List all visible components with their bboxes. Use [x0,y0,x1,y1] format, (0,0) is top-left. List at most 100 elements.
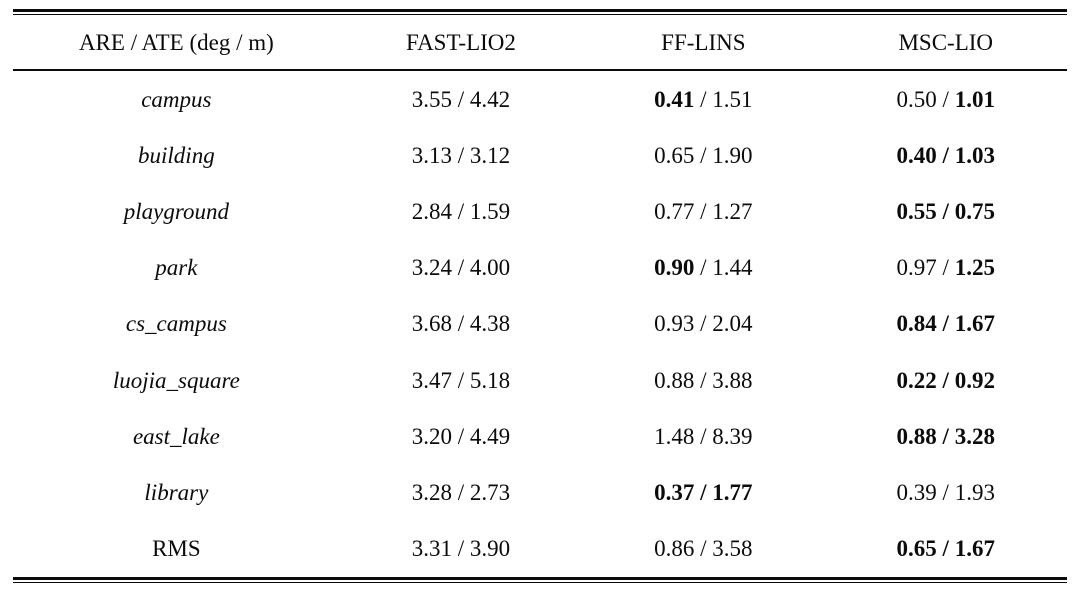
ate-value: 1.25 [954,255,995,281]
are-ate-cell: 0.65 / 1.90 [582,144,824,167]
table-row: campus 3.55 / 4.42 0.41 / 1.51 0.50 / 1.01 [13,71,1067,127]
slash-separator: / [451,479,470,505]
are-ate-cell: 3.24 / 4.00 [340,256,582,279]
header-separator-rule [13,69,1067,71]
are-ate-cell: 0.50 / 1.01 [825,88,1067,111]
are-ate-cell: 0.86 / 3.58 [582,537,824,560]
are-value: 0.37 [654,479,695,505]
slash-separator: / [694,423,713,449]
are-ate-cell: 0.97 / 1.25 [825,256,1067,279]
table-bottom-rule [13,576,1067,583]
ate-value: 0.92 [954,367,995,393]
slash-separator: / [694,142,713,168]
are-ate-cell: 0.93 / 2.04 [582,312,824,335]
table-row: building 3.13 / 3.12 0.65 / 1.90 0.40 / 1.0… [13,127,1067,183]
are-ate-cell: 0.90 / 1.44 [582,256,824,279]
ate-value: 1.67 [954,536,995,562]
are-value: 0.55 [896,198,937,224]
ate-value: 5.18 [469,367,511,393]
row-label: cs_campus [125,311,227,337]
are-ate-cell: 0.77 / 1.27 [582,200,824,223]
row-label: east_lake [132,423,220,449]
ate-value: 1.03 [954,142,995,168]
ate-value: 0.75 [954,198,995,224]
header-msc-lio: MSC-LIO [898,29,994,55]
are-value: 3.55 [411,86,452,112]
slash-separator: / [694,536,713,562]
are-value: 0.86 [654,536,695,562]
slash-separator: / [936,86,955,112]
ate-value: 1.51 [712,86,753,112]
ate-value: 1.44 [712,255,753,281]
are-value: 0.88 [896,423,937,449]
slash-separator: / [451,86,470,112]
ate-value: 1.90 [712,142,753,168]
are-ate-cell: 2.84 / 1.59 [340,200,582,223]
are-value: 2.84 [411,198,452,224]
table-row: luojia_square 3.47 / 5.18 0.88 / 3.88 0.22 … [13,352,1067,408]
are-value: 1.48 [654,423,695,449]
are-value: 3.47 [411,367,452,393]
ate-value: 4.00 [469,255,511,281]
ate-value: 1.93 [954,479,995,505]
are-value: 3.24 [411,255,452,281]
slash-separator: / [451,142,470,168]
table-row: cs_campus 3.68 / 4.38 0.93 / 2.04 0.84 / 1.… [13,296,1067,352]
are-value: 3.31 [411,536,452,562]
header-metric-label: ARE / ATE (deg / m) [78,29,274,55]
slash-separator: / [451,255,470,281]
are-ate-cell: 0.65 / 1.67 [825,537,1067,560]
slash-separator: / [936,142,955,168]
are-value: 3.20 [411,423,452,449]
slash-separator: / [451,367,470,393]
table-row: playground 2.84 / 1.59 0.77 / 1.27 0.55 / 0… [13,183,1067,239]
ate-value: 1.01 [954,86,995,112]
are-value: 0.93 [654,311,695,337]
ate-value: 3.58 [712,536,753,562]
slash-separator: / [694,255,713,281]
slash-separator: / [451,423,470,449]
are-value: 0.22 [896,367,937,393]
ate-value: 3.12 [469,142,511,168]
are-value: 0.84 [896,311,937,337]
are-ate-cell: 1.48 / 8.39 [582,425,824,448]
ate-value: 1.77 [712,479,753,505]
slash-separator: / [451,311,470,337]
are-ate-cell: 3.20 / 4.49 [340,425,582,448]
header-ff-lins: FF-LINS [661,29,746,55]
are-value: 0.77 [654,198,695,224]
are-value: 0.41 [654,86,695,112]
are-ate-cell: 0.22 / 0.92 [825,369,1067,392]
ate-value: 4.42 [469,86,511,112]
slash-separator: / [694,198,713,224]
slash-separator: / [694,311,713,337]
ate-value: 1.59 [469,198,511,224]
are-ate-cell: 3.68 / 4.38 [340,312,582,335]
slash-separator: / [936,367,955,393]
row-label: campus [141,86,212,112]
are-ate-cell: 3.31 / 3.90 [340,537,582,560]
are-ate-cell: 0.41 / 1.51 [582,88,824,111]
row-label: park [155,255,198,281]
are-value: 3.13 [411,142,452,168]
table-row: RMS 3.31 / 3.90 0.86 / 3.58 0.65 / 1.67 [13,521,1067,577]
slash-separator: / [694,479,713,505]
table-row: park 3.24 / 4.00 0.90 / 1.44 0.97 / 1.25 [13,240,1067,296]
ate-value: 4.38 [469,311,511,337]
table-top-rule [13,9,1067,15]
row-label: RMS [152,536,201,562]
slash-separator: / [936,423,955,449]
are-value: 0.90 [654,255,695,281]
are-ate-cell: 3.55 / 4.42 [340,88,582,111]
are-value: 3.28 [411,479,452,505]
are-value: 0.88 [654,367,695,393]
ate-value: 3.28 [954,423,995,449]
row-label: luojia_square [112,367,240,393]
are-ate-cell: 0.84 / 1.67 [825,312,1067,335]
are-value: 0.65 [896,536,937,562]
are-ate-cell: 0.37 / 1.77 [582,481,824,504]
table-row: library 3.28 / 2.73 0.37 / 1.77 0.39 / 1.93 [13,464,1067,520]
are-value: 0.65 [654,142,695,168]
ate-value: 2.04 [712,311,753,337]
are-ate-cell: 0.55 / 0.75 [825,200,1067,223]
